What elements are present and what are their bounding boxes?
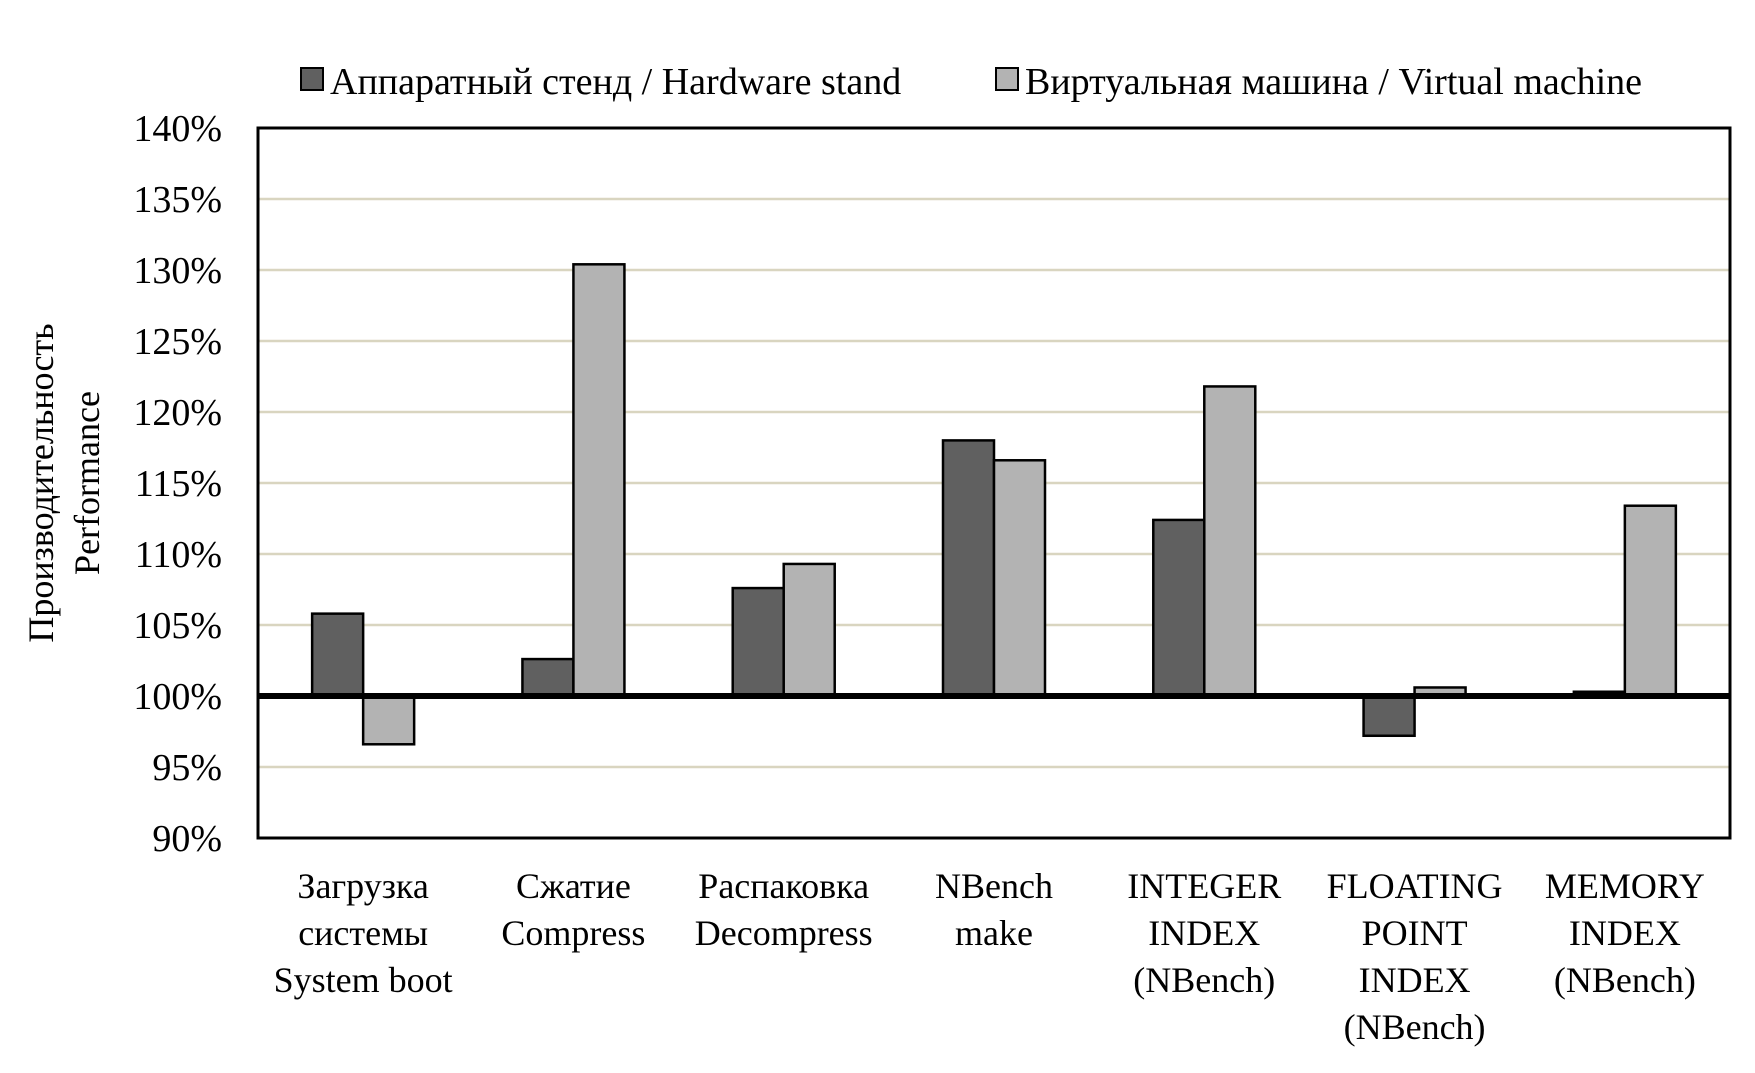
bar-series-1 bbox=[310, 612, 365, 698]
legend: Аппаратный стенд / Hardware stand Виртуал… bbox=[300, 61, 1642, 103]
bar-series-2 bbox=[992, 459, 1047, 698]
axis-layer bbox=[256, 126, 1732, 840]
category-label: (NBench) bbox=[1344, 1007, 1486, 1047]
bar-series-1 bbox=[731, 586, 785, 698]
y-tick-label: 90% bbox=[152, 818, 222, 860]
y-tick-label: 125% bbox=[133, 321, 222, 363]
bar-series-2 bbox=[1623, 504, 1678, 698]
y-tick-label: 100% bbox=[133, 676, 222, 718]
category-label: INTEGER bbox=[1127, 866, 1281, 906]
y-tick-label: 130% bbox=[133, 250, 222, 292]
category-label: FLOATING bbox=[1327, 866, 1503, 906]
category-label: Распаковка bbox=[698, 866, 869, 906]
category-label: MEMORY bbox=[1545, 866, 1705, 906]
bar-series-2 bbox=[572, 263, 626, 698]
category-label: (NBench) bbox=[1554, 960, 1696, 1000]
bar-series-2 bbox=[361, 694, 416, 746]
bar-series-1 bbox=[941, 439, 996, 698]
y-tick-labels: 90% 95% 100% 105% 110% 115% 120% 125% 130% 135% 14… bbox=[133, 108, 222, 860]
y-axis-title: Производительность Performance bbox=[21, 323, 107, 642]
y-tick-label: 120% bbox=[133, 392, 222, 434]
y-tick-label: 110% bbox=[135, 534, 222, 576]
category-label: INDEX bbox=[1359, 960, 1471, 1000]
legend-swatch-2 bbox=[995, 67, 1019, 91]
category-label: системы bbox=[298, 913, 428, 953]
category-label: System boot bbox=[274, 960, 453, 1000]
category-label: INDEX bbox=[1569, 913, 1681, 953]
y-tick-label: 135% bbox=[133, 179, 222, 221]
y-tick-label: 115% bbox=[135, 463, 222, 505]
y-axis-title-group: Производительность Performance bbox=[21, 323, 107, 642]
bar-series-1 bbox=[521, 657, 575, 698]
y-axis-title-line: Performance bbox=[67, 391, 107, 575]
legend-swatch-1 bbox=[300, 67, 324, 91]
category-label: Сжатие bbox=[516, 866, 631, 906]
plot-frame bbox=[256, 126, 1732, 840]
bar-series-1 bbox=[1152, 518, 1206, 698]
legend-label-2: Виртуальная машина / Virtual machine bbox=[1025, 61, 1642, 103]
category-label: Загрузка bbox=[297, 866, 428, 906]
category-label: NBench bbox=[935, 866, 1053, 906]
category-label: INDEX bbox=[1148, 913, 1260, 953]
category-label: Decompress bbox=[695, 913, 873, 953]
y-tick-label: 105% bbox=[133, 605, 222, 647]
legend-label-1: Аппаратный стенд / Hardware stand bbox=[330, 61, 901, 103]
category-label: make bbox=[955, 913, 1033, 953]
category-label: (NBench) bbox=[1133, 960, 1275, 1000]
category-labels: Загрузка системы System boot Сжатие Compress… bbox=[274, 866, 1705, 1047]
bar-series-1 bbox=[1362, 694, 1416, 738]
category-label: POINT bbox=[1362, 913, 1468, 953]
category-label: Compress bbox=[501, 913, 645, 953]
y-tick-label: 140% bbox=[133, 108, 222, 150]
bar-series-2 bbox=[782, 562, 836, 698]
bar-series-2 bbox=[1203, 385, 1257, 698]
bar-layer bbox=[310, 263, 1678, 746]
y-axis-title-line: Производительность bbox=[21, 323, 61, 642]
y-tick-label: 95% bbox=[152, 747, 222, 789]
